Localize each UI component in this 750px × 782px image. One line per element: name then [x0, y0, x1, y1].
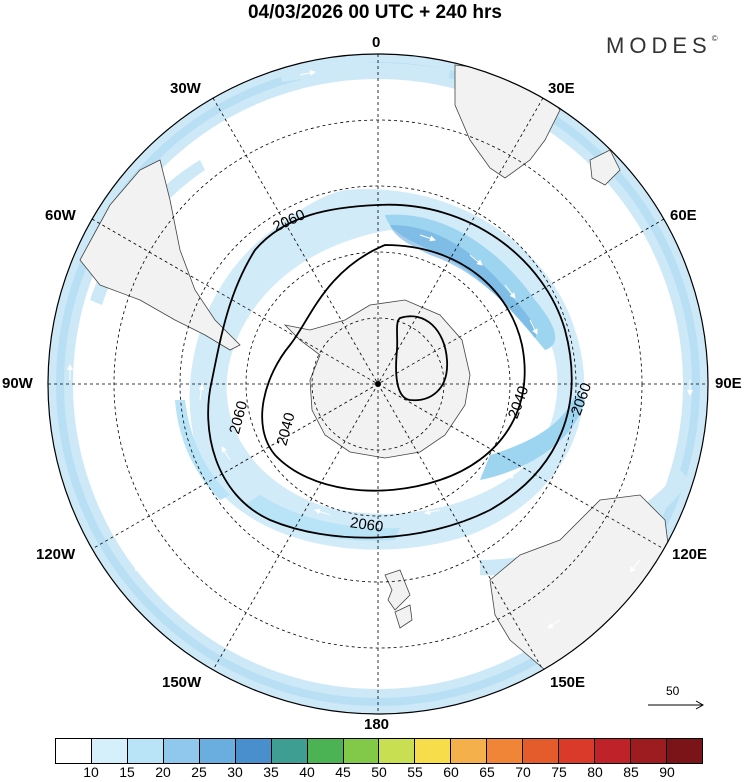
- colorbar-tick-label: 65: [479, 764, 495, 780]
- reference-arrow-icon: [648, 700, 705, 710]
- geopotential-contours: [207, 203, 573, 539]
- colorbar-tick-label: 45: [335, 764, 351, 780]
- contour-label: 2060: [349, 514, 384, 535]
- reference-vector: 50: [646, 684, 706, 714]
- colorbar-swatch: [307, 739, 344, 763]
- colorbar-tick-label: 90: [659, 764, 675, 780]
- reference-vector-label: 50: [666, 684, 680, 698]
- south-pole-marker: [375, 381, 381, 387]
- lon-label-right: 90E: [715, 375, 742, 392]
- colorbar: [55, 738, 703, 764]
- lon-label-right-upper: 60E: [670, 207, 697, 224]
- colorbar-swatch: [91, 739, 128, 763]
- south-america-land: [79, 159, 241, 351]
- colorbar-tick-label: 75: [551, 764, 567, 780]
- colorbar-swatch: [451, 739, 488, 763]
- colorbar-swatch: [487, 739, 524, 763]
- colorbar-swatch: [379, 739, 416, 763]
- colorbar-tick-label: 55: [407, 764, 423, 780]
- colorbar-tick-label: 15: [119, 764, 135, 780]
- colorbar-tick-label: 35: [263, 764, 279, 780]
- colorbar-swatch: [666, 739, 702, 763]
- colorbar-swatch: [343, 739, 380, 763]
- polar-map: 2060 2060 2040 2040 2060 2060: [47, 53, 709, 715]
- lon-label-left-lower: 120W: [36, 546, 76, 563]
- colorbar-swatch: [199, 739, 236, 763]
- colorbar-swatch: [559, 739, 596, 763]
- antarctica-land: [283, 299, 471, 459]
- contour-2040-inner: [261, 244, 526, 492]
- colorbar-swatch: [235, 739, 272, 763]
- colorbar-swatch: [595, 739, 631, 763]
- new-zealand-land: [384, 569, 413, 629]
- map-title: 04/03/2026 00 UTC + 240 hrs: [247, 2, 503, 23]
- colorbar-tick-label: 80: [587, 764, 603, 780]
- madagascar-land: [589, 149, 621, 186]
- colorbar-tick-label: 40: [299, 764, 315, 780]
- colorbar-swatch: [523, 739, 560, 763]
- lon-label-bottom: 180: [364, 716, 390, 733]
- colorbar-tick-label: 85: [623, 764, 639, 780]
- contour-low-center: [395, 315, 448, 402]
- brand-logo: MODES©: [606, 33, 718, 59]
- lon-label-upper-left: 30W: [170, 80, 201, 97]
- contour-2060-outer: [207, 203, 573, 539]
- colorbar-swatch: [127, 739, 164, 763]
- colorbar-swatch: [56, 739, 92, 763]
- colorbar-tick-label: 70: [515, 764, 531, 780]
- colorbar-tick-label: 25: [191, 764, 207, 780]
- colorbar-swatch: [631, 739, 667, 763]
- colorbar-tick-label: 50: [371, 764, 387, 780]
- colorbar-tick-label: 10: [83, 764, 99, 780]
- colorbar-swatch: [163, 739, 200, 763]
- lon-label-top: 0: [372, 34, 381, 51]
- lon-label-right-lower: 120E: [672, 546, 708, 563]
- colorbar-tick-label: 20: [155, 764, 171, 780]
- colorbar-swatch: [271, 739, 308, 763]
- lon-label-lower-right: 150E: [550, 674, 586, 691]
- lon-label-upper-right: 30E: [548, 80, 575, 97]
- lon-label-lower-left: 150W: [162, 674, 202, 691]
- brand-mark: ©: [711, 34, 718, 43]
- colorbar-swatch: [415, 739, 452, 763]
- brand-name: MODES: [606, 33, 712, 58]
- wind-vectors: [67, 70, 693, 629]
- colorbar-tick-label: 60: [443, 764, 459, 780]
- colorbar-labels: 10 15 20 25 30 35 40 45 50 55 60 65 70 75 80 85 90: [0, 764, 750, 782]
- lon-label-left-upper: 60W: [45, 207, 76, 224]
- colorbar-tick-label: 30: [227, 764, 243, 780]
- lon-label-left: 90W: [2, 375, 33, 392]
